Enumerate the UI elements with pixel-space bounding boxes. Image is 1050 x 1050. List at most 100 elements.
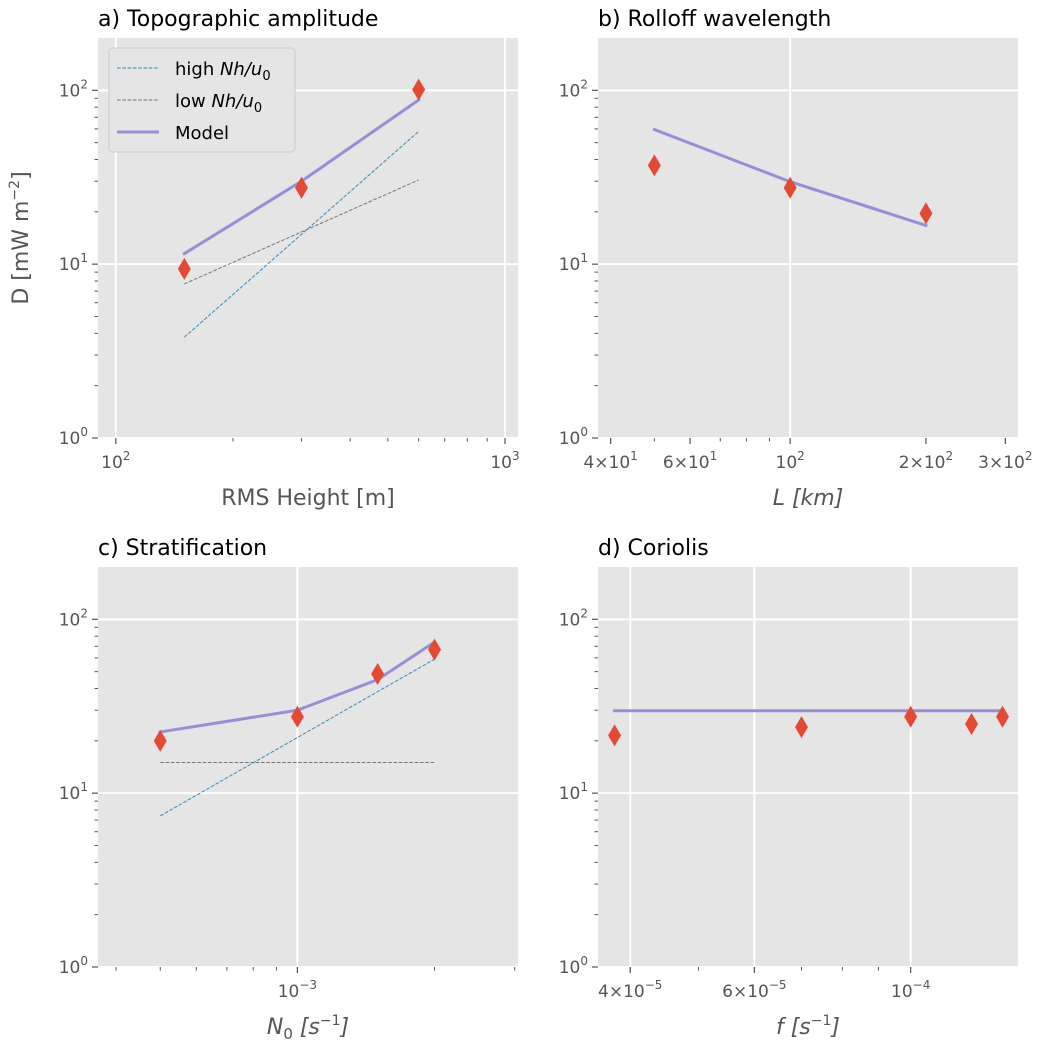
- x-axis-label: N0 [s−1]: [267, 1013, 349, 1043]
- plot-area: [98, 567, 518, 967]
- legend-label-math: Nh/u: [211, 91, 253, 112]
- x-tick-base: 10: [1003, 453, 1025, 473]
- y-tick-exponent: 2: [80, 77, 88, 91]
- y-axis-label-text: D [mW m: [9, 201, 34, 305]
- data-point-diamond: [904, 705, 918, 728]
- panel-title: d) Coriolis: [598, 536, 709, 561]
- x-tick-label: 103: [490, 449, 519, 473]
- x-tick-exponent: 2: [1025, 449, 1033, 463]
- x-axis-label-unit: f [s: [776, 1015, 811, 1040]
- series-line-low: [184, 179, 419, 285]
- x-tick-label: 6×10−5: [722, 978, 786, 1002]
- y-tick-label: 102: [59, 77, 88, 101]
- y-tick-label: 102: [559, 77, 588, 101]
- y-tick-base: 10: [559, 255, 581, 275]
- y-tick-label: 101: [559, 780, 588, 804]
- legend-box: [108, 47, 296, 153]
- legend-label-text: low: [175, 91, 211, 112]
- x-tick-base: 10: [609, 453, 631, 473]
- y-tick-base: 10: [59, 784, 81, 804]
- x-tick-label: 4×10−5: [598, 978, 662, 1002]
- y-tick-base: 10: [559, 610, 581, 630]
- series-line-high: [184, 131, 419, 338]
- y-tick-base: 10: [59, 429, 81, 449]
- x-tick-exponent: −5: [769, 978, 787, 992]
- x-axis-label-symbol: N: [267, 1015, 283, 1040]
- legend-label: high Nh/u0: [175, 59, 271, 84]
- data-point-diamond: [177, 257, 191, 280]
- x-axis-label-unit: [s: [293, 1015, 320, 1040]
- x-tick-label: 3×102: [978, 449, 1032, 473]
- data-point-diamond: [371, 662, 385, 685]
- y-tick-exponent: 2: [580, 606, 588, 620]
- series-line-high: [160, 658, 435, 817]
- x-tick-mantissa: 6×: [663, 453, 688, 473]
- y-tick-label: 100: [559, 954, 588, 978]
- legend-label-text: high: [175, 59, 220, 80]
- y-tick-exponent: 1: [80, 780, 88, 794]
- plot-area: [598, 567, 1018, 967]
- x-tick-mantissa: 6×: [722, 982, 747, 1002]
- y-axis-label-exponent: −2: [7, 180, 23, 201]
- x-tick-exponent: −5: [645, 978, 663, 992]
- data-point-diamond: [153, 729, 167, 752]
- x-tick-exponent: 2: [123, 449, 131, 463]
- data-point-diamond: [919, 202, 933, 225]
- y-tick-label: 102: [559, 606, 588, 630]
- y-tick-base: 10: [559, 958, 581, 978]
- x-tick-label: 6×101: [663, 449, 717, 473]
- panel-title: c) Stratification: [98, 536, 267, 561]
- legend-label: low Nh/u0: [175, 91, 262, 116]
- x-tick-label: 102: [101, 449, 130, 473]
- data-point-diamond: [412, 78, 426, 101]
- data-point-diamond: [647, 154, 661, 177]
- y-tick-base: 10: [559, 429, 581, 449]
- plot-area: [598, 38, 1018, 438]
- x-tick-mantissa: 2×: [899, 453, 924, 473]
- x-tick-base: 10: [623, 982, 645, 1002]
- x-tick-label: 102: [776, 449, 805, 473]
- y-tick-label: 101: [59, 251, 88, 275]
- data-point-diamond: [996, 705, 1010, 728]
- x-tick-exponent: −4: [913, 978, 931, 992]
- panel-title: b) Rolloff wavelength: [598, 7, 831, 32]
- x-tick-exponent: 2: [945, 449, 953, 463]
- x-axis-label: L [km]: [773, 486, 844, 511]
- y-tick-label: 101: [559, 251, 588, 275]
- y-tick-label: 100: [559, 425, 588, 449]
- x-tick-exponent: 2: [797, 449, 805, 463]
- y-tick-exponent: 1: [580, 780, 588, 794]
- x-tick-base: 10: [688, 453, 710, 473]
- y-tick-base: 10: [59, 255, 81, 275]
- data-point-diamond: [795, 716, 809, 739]
- x-tick-label: 4×101: [583, 449, 637, 473]
- y-axis-label: D [mW m−2]: [7, 171, 34, 304]
- x-tick-label: 10−3: [278, 978, 317, 1002]
- x-tick-exponent: −3: [299, 978, 317, 992]
- x-tick-base: 10: [101, 453, 123, 473]
- y-tick-base: 10: [559, 81, 581, 101]
- data-point-diamond: [290, 705, 304, 728]
- y-tick-exponent: 2: [580, 77, 588, 91]
- x-tick-mantissa: 3×: [978, 453, 1003, 473]
- x-tick-mantissa: 4×: [583, 453, 608, 473]
- y-tick-label: 101: [59, 780, 88, 804]
- series-line-model: [158, 639, 437, 734]
- legend-label-text: Model: [175, 123, 229, 144]
- y-tick-base: 10: [59, 958, 81, 978]
- y-tick-exponent: 2: [80, 606, 88, 620]
- legend-label-subscript: 0: [254, 101, 262, 116]
- x-axis-label-exponent: −1: [320, 1013, 341, 1029]
- panel-title: a) Topographic amplitude: [98, 7, 378, 32]
- y-tick-exponent: 0: [580, 425, 588, 439]
- x-tick-exponent: 3: [512, 449, 520, 463]
- y-tick-label: 102: [59, 606, 88, 630]
- y-tick-base: 10: [59, 610, 81, 630]
- x-axis-label-exponent: −1: [811, 1013, 832, 1029]
- y-tick-exponent: 0: [80, 425, 88, 439]
- y-tick-exponent: 0: [80, 954, 88, 968]
